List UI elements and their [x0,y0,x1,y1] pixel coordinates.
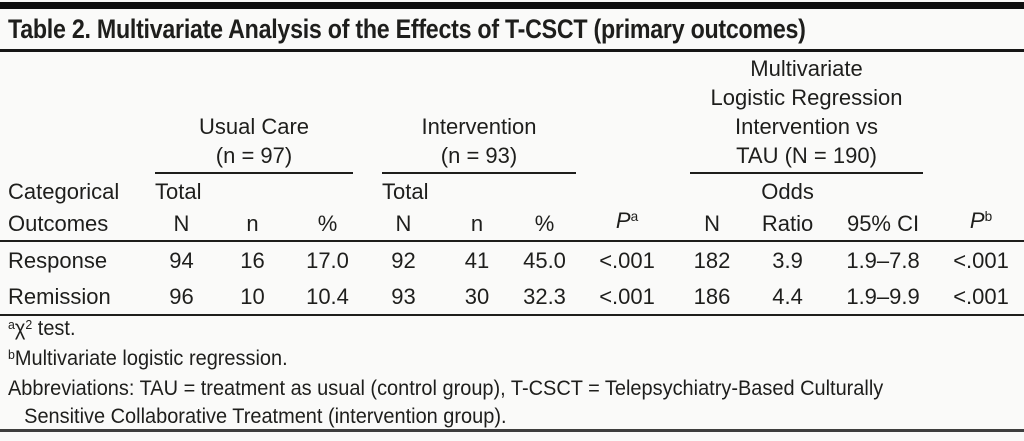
header-uc-total-n: N [148,206,215,242]
table-row-remission: Remission 96 10 10.4 93 30 32.3 <.001 18… [0,278,1024,316]
data-cell: 1.9–7.8 [846,247,920,273]
group-regression-line3: Intervention vs [734,114,879,139]
data-cell: 94 [169,247,194,273]
group-regression: Multivariate Logistic Regression Interve… [677,53,938,174]
data-cell: 3.9 [772,247,803,273]
data-cell: 1.9–9.9 [828,278,939,316]
p-italic: P [615,208,631,233]
data-cell: 96 [148,278,215,316]
empty-cell [938,53,1024,174]
empty-cell [290,174,365,206]
empty-cell [0,53,148,174]
empty-cell [677,174,747,206]
abbreviations-line1: Abbreviations: TAU = treatment as usual … [8,377,884,400]
header-outcome-line2: Outcomes [0,206,148,242]
data-cell: 93 [365,278,442,316]
data-cell: <.001 [938,278,1024,316]
table-title: Table 2. Multivariate Analysis of the Ef… [8,14,806,44]
data-cell: 10 [215,278,290,316]
data-cell: 30 [442,278,512,316]
header-odds-line2: Ratio [747,206,829,242]
data-cell: 45.0 [523,247,566,273]
empty-cell [577,53,677,174]
header-uc-n: n [215,206,290,242]
data-cell: 92 [391,247,416,273]
header-p-reg: Pb [938,206,1024,242]
group-regression-line4: TAU (N = 190) [736,143,877,168]
footnotes: aχ2 test. bMultivariate logistic regress… [8,315,929,431]
footnote-b-text: Multivariate logistic regression. [14,347,288,370]
group-intervention: Intervention (n = 93) [365,53,577,174]
empty-cell [828,174,938,206]
abbreviations-line2: Sensitive Collaborative Treatment (inter… [24,405,507,428]
header-outcome-line1: Categorical [8,179,120,204]
table-row-response: Response 94 16 17.0 92 41 45.0 <.001 182… [0,241,1024,278]
header-uc-total: Total [155,179,202,204]
footnote-b-marker: b [8,346,15,362]
data-cell: <.001 [953,247,1009,273]
empty-cell [577,174,677,206]
column-header-row-2: Outcomes N n % N n % Pa N Ratio 95% CI P… [0,206,1024,242]
data-cell: 186 [677,278,748,316]
data-cell: 4.4 [747,278,829,316]
group-regression-line2: Logistic Regression [710,85,903,110]
data-cell: 182 [693,247,731,273]
group-intervention-label: Intervention [421,114,537,139]
p-italic: P [969,208,985,233]
top-rule [0,2,1024,9]
title-divider-rule [0,49,1024,52]
results-table: Usual Care (n = 97) Intervention (n = 93… [0,53,1024,316]
header-int-pct: % [512,206,578,242]
empty-cell [442,174,512,206]
group-usual-care: Usual Care (n = 97) [148,53,365,174]
footnote-a-text: test. [32,317,76,340]
group-regression-line1: Multivariate [750,56,863,81]
group-usual-care-n: (n = 97) [215,143,293,168]
column-header-row-1: Categorical Total Total Odds [0,174,1024,206]
data-cell: 32.3 [512,278,578,316]
data-cell: <.001 [599,247,655,273]
data-cell: 16 [240,247,265,273]
header-uc-pct: % [290,206,365,242]
footnote-a: aχ2 test. [8,315,883,345]
p-sup-a: a [630,209,639,225]
footnote-b: bMultivariate logistic regression. [8,345,883,375]
header-big-n: N [677,206,748,242]
empty-cell [938,174,1024,206]
header-int-total-n: N [365,206,442,242]
footnote-a-marker: a [8,316,15,332]
empty-cell [512,174,577,206]
header-int-total: Total [382,179,429,204]
chi-squared-exponent: 2 [25,316,33,332]
data-cell: 17.0 [306,247,349,273]
header-int-n: n [442,206,512,242]
header-ci: 95% CI [828,206,939,242]
p-sup-b: b [984,209,993,225]
header-odds-line1: Odds [761,179,814,204]
group-intervention-n: (n = 93) [440,143,518,168]
group-header-row: Usual Care (n = 97) Intervention (n = 93… [0,53,1024,174]
empty-cell [215,174,290,206]
bottom-rule [0,429,1024,432]
group-usual-care-label: Usual Care [198,114,310,139]
header-p-chi: Pa [577,206,678,242]
data-cell: 10.4 [290,278,365,316]
chi-symbol: χ [14,317,26,340]
row-label: Remission [0,278,148,316]
data-cell: 41 [464,247,490,273]
row-label: Response [8,247,108,273]
data-cell: <.001 [577,278,678,316]
